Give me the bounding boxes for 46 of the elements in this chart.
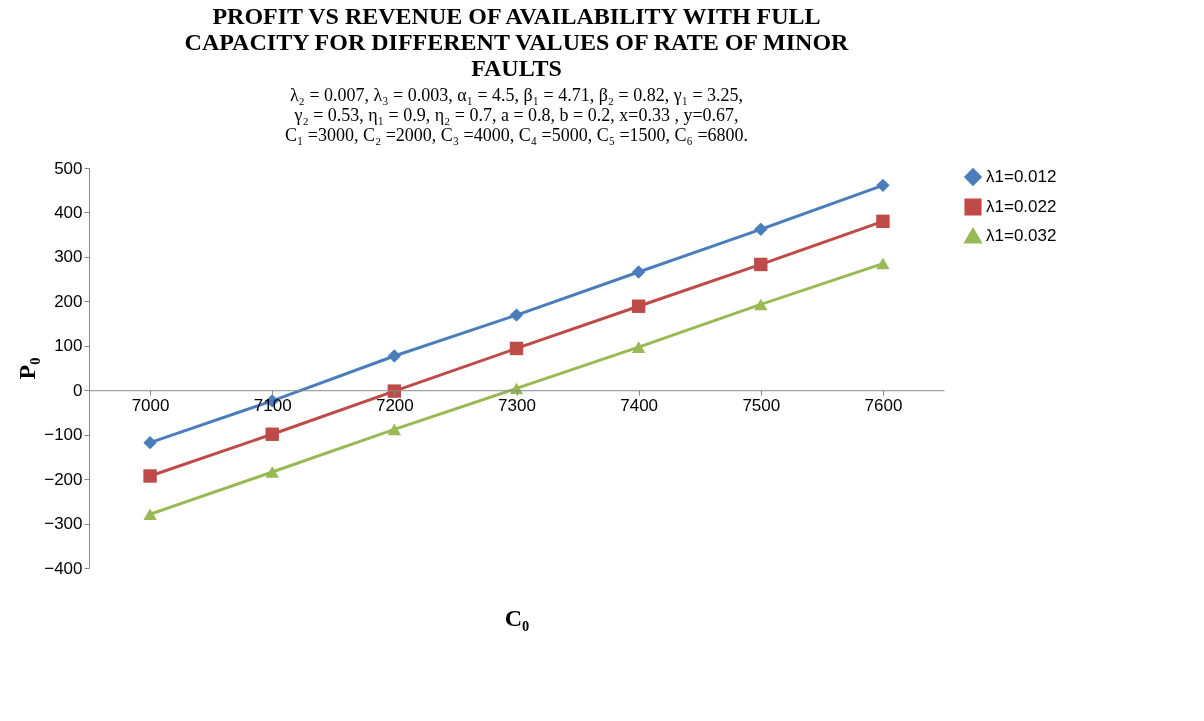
point bbox=[265, 466, 279, 478]
y-tick-label: −100 bbox=[44, 425, 83, 445]
point bbox=[509, 341, 524, 356]
point bbox=[754, 257, 768, 272]
y-tick-label: 200 bbox=[54, 291, 83, 311]
point bbox=[509, 308, 524, 322]
legend-label: λ1=0.012 bbox=[986, 167, 1057, 186]
x-tick-label: 7500 bbox=[742, 395, 781, 415]
point bbox=[631, 299, 646, 313]
y-tick-label: 0 bbox=[73, 380, 83, 400]
point bbox=[876, 214, 890, 229]
point bbox=[143, 508, 157, 521]
legend-label: λ1=0.022 bbox=[986, 197, 1057, 216]
point bbox=[876, 257, 890, 270]
y-axis-title: P₀ bbox=[14, 357, 41, 380]
x-tick-label: 7300 bbox=[498, 395, 536, 415]
point bbox=[265, 427, 279, 441]
text: FAULTS bbox=[471, 55, 562, 81]
y-tick-label: −200 bbox=[44, 469, 83, 489]
y-tick-label: −300 bbox=[44, 514, 83, 534]
point bbox=[876, 178, 890, 193]
text: CAPACITY FOR DIFFERENT VALUES OF RATE OF MINOR bbox=[184, 29, 849, 55]
point bbox=[143, 435, 157, 450]
x-tick-label: 7200 bbox=[375, 395, 414, 415]
legend-label: λ1=0.032 bbox=[986, 226, 1057, 245]
x-axis-title: C₀ bbox=[504, 604, 530, 631]
point bbox=[387, 423, 402, 436]
y-tick-label: 500 bbox=[54, 158, 83, 178]
text: C₁ =3000, C₂ =2000, C₃ =4000, C₄ =5000, C₅ =1500, C₆ =6800. bbox=[284, 125, 749, 145]
text: PROFIT VS REVENUE OF AVAILABILITY WITH FULL bbox=[212, 3, 821, 29]
y-tick-label: 400 bbox=[54, 202, 83, 222]
text: γ₂ = 0.53, η₁ = 0.9, η₂ = 0.7, a = 0.8, b = 0.2, x=0.33 , y=0.67, bbox=[294, 105, 739, 125]
point bbox=[754, 222, 768, 237]
y-tick-label: −400 bbox=[44, 558, 83, 578]
point bbox=[387, 384, 402, 398]
text: λ₂ = 0.007, λ₃ = 0.003, α₁ = 4.5, β₁ = 4.71, β₂ = 0.82, γ₁ = 3.25, bbox=[289, 85, 744, 105]
x-tick-label: 7600 bbox=[864, 395, 903, 415]
x-tick-label: 7000 bbox=[131, 395, 170, 415]
point bbox=[143, 469, 157, 483]
point bbox=[754, 298, 768, 311]
y-tick-label: 100 bbox=[54, 336, 83, 356]
point bbox=[387, 349, 402, 363]
x-tick-label: 7400 bbox=[620, 395, 659, 415]
point bbox=[631, 341, 646, 353]
point bbox=[631, 265, 646, 279]
y-tick-label: 300 bbox=[54, 247, 83, 267]
